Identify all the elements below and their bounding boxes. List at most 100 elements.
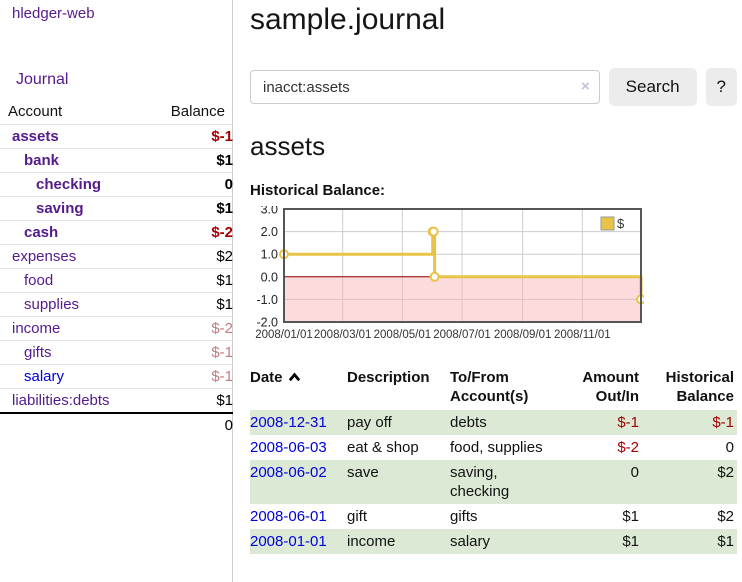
- account-name-cell: food: [0, 268, 142, 293]
- account-link-cash[interactable]: cash: [24, 224, 59, 241]
- transaction-date-link[interactable]: 2008-06-01: [250, 508, 327, 525]
- register-row: 2008-06-03 eat & shop food, supplies $-2 0: [250, 435, 737, 460]
- transaction-description: save: [347, 464, 379, 481]
- transaction-balance: 0: [725, 439, 734, 456]
- transaction-date-cell: 2008-06-02: [250, 460, 347, 504]
- x-tick-label: 2008/01/01: [255, 329, 313, 341]
- y-tick-label: 2.0: [261, 225, 278, 239]
- y-tick-label: 1.0: [261, 248, 278, 262]
- accounts-header-row: Account Balance: [0, 100, 233, 125]
- transaction-amount: $1: [622, 533, 639, 550]
- transaction-accounts: salary: [450, 533, 491, 550]
- y-tick-label: -2.0: [256, 316, 278, 330]
- x-tick-label: 2008/09/01: [494, 329, 552, 341]
- register-body: 2008-12-31 pay off debts $-1 $-1 2008-06-03 ea…: [250, 410, 737, 554]
- transaction-accounts: saving, checking: [450, 464, 510, 500]
- transaction-balance: $2: [717, 508, 734, 525]
- account-balance: $1: [141, 196, 233, 221]
- accounts-total-value: 0: [141, 412, 233, 437]
- search-input[interactable]: [250, 70, 600, 104]
- clear-search-icon[interactable]: ×: [580, 78, 590, 95]
- account-name-cell: salary: [0, 364, 142, 389]
- accounts-header-account: Account: [8, 103, 63, 120]
- historical-balance-chart: $3.0 2.0 1.0 0.0 -1.0 -2.0 2008/01/01 2008/03/0…: [250, 203, 737, 349]
- account-balance: $-1: [141, 340, 233, 365]
- accounts-body: assets $-1 bank $1 checking 0 saving $1 cash $-2 e…: [0, 124, 233, 413]
- x-tick-label: 2008/03/01: [314, 329, 372, 341]
- page-title: sample.journal: [250, 3, 446, 36]
- transaction-accounts: food, supplies: [450, 439, 543, 456]
- sort-ascending-icon: [288, 372, 300, 382]
- transaction-date-link[interactable]: 2008-01-01: [250, 533, 327, 550]
- account-name-cell: supplies: [0, 292, 142, 317]
- transaction-date-link[interactable]: 2008-06-02: [250, 464, 327, 481]
- account-row: income $-2: [0, 316, 233, 341]
- y-tick-label: -1.0: [256, 293, 278, 307]
- sidebar-item-journal[interactable]: Journal: [16, 71, 69, 88]
- account-row: food $1: [0, 268, 233, 293]
- transaction-date-link[interactable]: 2008-12-31: [250, 414, 327, 431]
- account-link-gifts[interactable]: gifts: [24, 344, 52, 361]
- account-name-cell: saving: [0, 196, 142, 221]
- account-row: checking 0: [0, 172, 233, 197]
- account-balance: $-2: [141, 316, 233, 341]
- account-balance: $1: [141, 388, 233, 413]
- transaction-balance: $1: [717, 533, 734, 550]
- app-brand-link[interactable]: hledger-web: [12, 5, 95, 22]
- transaction-balance: $-1: [712, 414, 734, 431]
- register-row: 2008-06-02 save saving, checking 0 $2: [250, 460, 737, 504]
- account-balance: $-1: [141, 364, 233, 389]
- account-row: supplies $1: [0, 292, 233, 317]
- transaction-amount: $-1: [617, 414, 639, 431]
- account-row: gifts $-1: [0, 340, 233, 365]
- register-header-amount: Amount Out/In: [582, 369, 639, 405]
- register-header-date[interactable]: Date: [250, 366, 347, 410]
- search-button[interactable]: Search: [608, 68, 697, 106]
- account-heading: assets: [250, 131, 326, 161]
- account-name-cell: assets: [0, 124, 142, 149]
- account-link-checking[interactable]: checking: [36, 176, 102, 193]
- x-tick-label: 2008/11/01: [554, 329, 611, 341]
- register-table: Date Description To/From Account(s) Amou…: [250, 366, 737, 554]
- search-row: × Search ?: [250, 68, 737, 106]
- transaction-description: income: [347, 533, 396, 550]
- account-link-bank[interactable]: bank: [24, 152, 60, 169]
- account-link-expenses[interactable]: expenses: [12, 248, 77, 265]
- account-row: liabilities:debts $1: [0, 388, 233, 413]
- account-link-assets[interactable]: assets: [12, 128, 59, 145]
- account-name-cell: income: [0, 316, 142, 341]
- account-link-saving[interactable]: saving: [36, 200, 84, 217]
- x-tick-label: 2008/05/01: [374, 329, 432, 341]
- transaction-description: pay off: [347, 414, 392, 431]
- register-row: 2008-06-01 gift gifts $1 $2: [250, 504, 737, 529]
- y-tick-label: 3.0: [261, 206, 278, 217]
- transaction-date-cell: 2008-06-03: [250, 435, 347, 460]
- account-row: bank $1: [0, 148, 233, 173]
- transaction-date-cell: 2008-12-31: [250, 410, 347, 435]
- transaction-balance: $2: [717, 464, 734, 481]
- register-header-description: Description: [347, 369, 430, 386]
- register-row: 2008-12-31 pay off debts $-1 $-1: [250, 410, 737, 435]
- account-link-supplies[interactable]: supplies: [24, 296, 80, 313]
- transaction-amount: 0: [630, 464, 639, 481]
- transaction-date-link[interactable]: 2008-06-03: [250, 439, 327, 456]
- help-button[interactable]: ?: [705, 68, 737, 106]
- sidebar: hledger-web Journal Account Balance asse…: [0, 0, 233, 582]
- account-link-liabilities-debts[interactable]: liabilities:debts: [12, 392, 110, 409]
- account-row: assets $-1: [0, 124, 233, 149]
- account-link-food[interactable]: food: [24, 272, 54, 289]
- transaction-description: gift: [347, 508, 368, 525]
- account-link-income[interactable]: income: [12, 320, 61, 337]
- transaction-accounts: gifts: [450, 508, 478, 525]
- accounts-table: Account Balance assets $-1 bank $1 checking 0…: [0, 100, 233, 437]
- account-balance: 0: [141, 172, 233, 197]
- register-header-balance: Historical Balance: [665, 369, 734, 405]
- account-link-salary[interactable]: salary: [24, 368, 65, 385]
- account-name-cell: liabilities:debts: [0, 388, 142, 413]
- account-balance: $-1: [141, 124, 233, 149]
- register-header-accounts: To/From Account(s): [450, 369, 529, 405]
- account-name-cell: checking: [0, 172, 142, 197]
- account-balance: $1: [141, 292, 233, 317]
- account-row: saving $1: [0, 196, 233, 221]
